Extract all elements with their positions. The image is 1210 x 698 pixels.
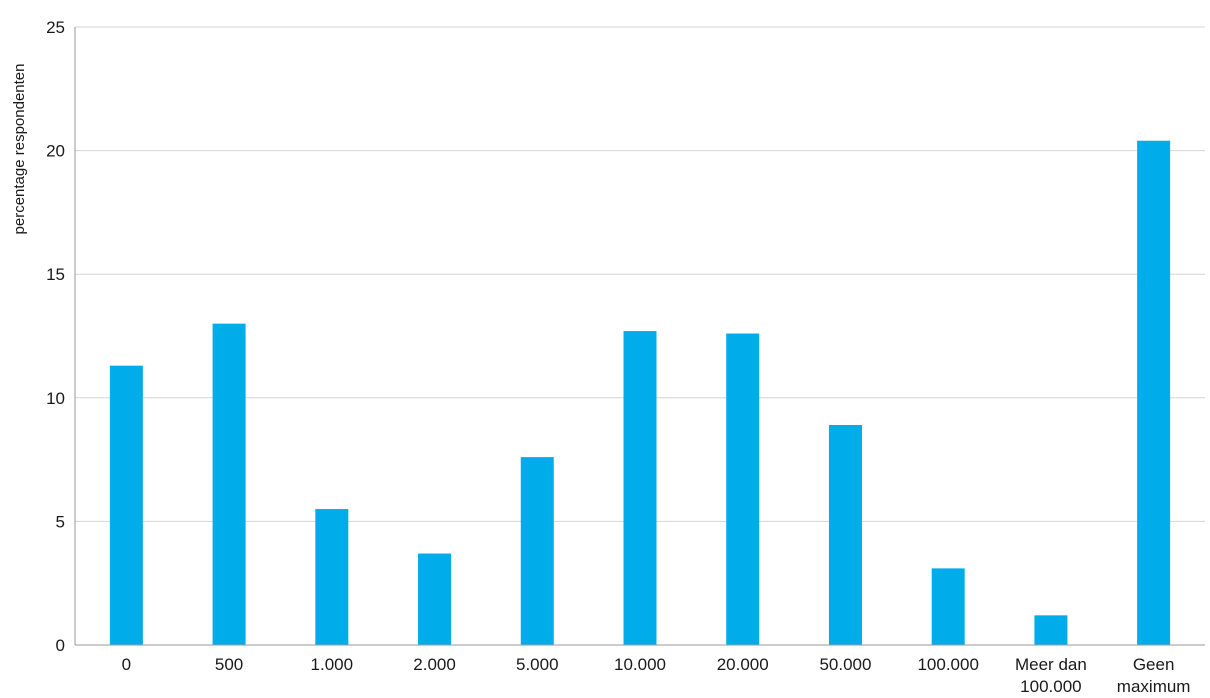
y-tick-labels: 0 5 10 15 20 25 — [46, 18, 65, 655]
y-tick-label: 5 — [56, 512, 65, 531]
x-tick-label-line: 0 — [122, 655, 131, 674]
y-tick-label: 20 — [46, 142, 65, 161]
x-tick-label-line: 1.000 — [311, 655, 354, 674]
bar — [726, 333, 760, 645]
x-tick-label: 2.000 — [413, 655, 456, 674]
y-tick-label: 10 — [46, 389, 65, 408]
x-tick-label-line: 5.000 — [516, 655, 559, 674]
bar — [1034, 615, 1068, 645]
x-tick-label: 1.000 — [311, 655, 354, 674]
x-tick-label: 50.000 — [819, 655, 871, 674]
gridlines — [75, 26, 1205, 522]
x-tick-label: 10.000 — [614, 655, 666, 674]
axes — [74, 27, 1205, 646]
bar — [109, 365, 143, 645]
bars — [109, 140, 1171, 645]
x-tick-label: Geen maximum — [1117, 655, 1191, 696]
bar — [623, 331, 657, 645]
y-tick-label: 25 — [46, 18, 65, 37]
y-axis-label: percentage respondenten — [11, 64, 28, 235]
x-tick-label-line: maximum — [1117, 677, 1191, 696]
x-tick-label-line: 20.000 — [717, 655, 769, 674]
x-tick-label: 20.000 — [717, 655, 769, 674]
y-tick-label: 0 — [56, 636, 65, 655]
x-tick-label-line: 2.000 — [413, 655, 456, 674]
x-tick-label: 100.000 — [917, 655, 978, 674]
x-tick-label-line: 500 — [215, 655, 243, 674]
x-tick-label-line: 10.000 — [614, 655, 666, 674]
bar — [1137, 140, 1171, 645]
x-tick-label-line: Geen — [1133, 655, 1175, 674]
x-tick-label: 500 — [215, 655, 243, 674]
x-tick-label: 5.000 — [516, 655, 559, 674]
x-tick-label-line: 100.000 — [1020, 677, 1081, 696]
bar — [828, 424, 862, 645]
x-tick-label: 0 — [122, 655, 131, 674]
bar — [315, 509, 349, 645]
bar — [418, 553, 452, 645]
bar — [520, 457, 554, 645]
x-tick-label: Meer dan 100.000 — [1015, 655, 1087, 696]
bar — [212, 323, 246, 645]
x-tick-labels: 0 500 1.000 2.000 5.000 10.000 20.000 50.000 100… — [122, 655, 1191, 696]
x-tick-label-line: Meer dan — [1015, 655, 1087, 674]
bar — [931, 568, 965, 645]
y-tick-label: 15 — [46, 265, 65, 284]
x-tick-label-line: 100.000 — [917, 655, 978, 674]
x-tick-label-line: 50.000 — [819, 655, 871, 674]
